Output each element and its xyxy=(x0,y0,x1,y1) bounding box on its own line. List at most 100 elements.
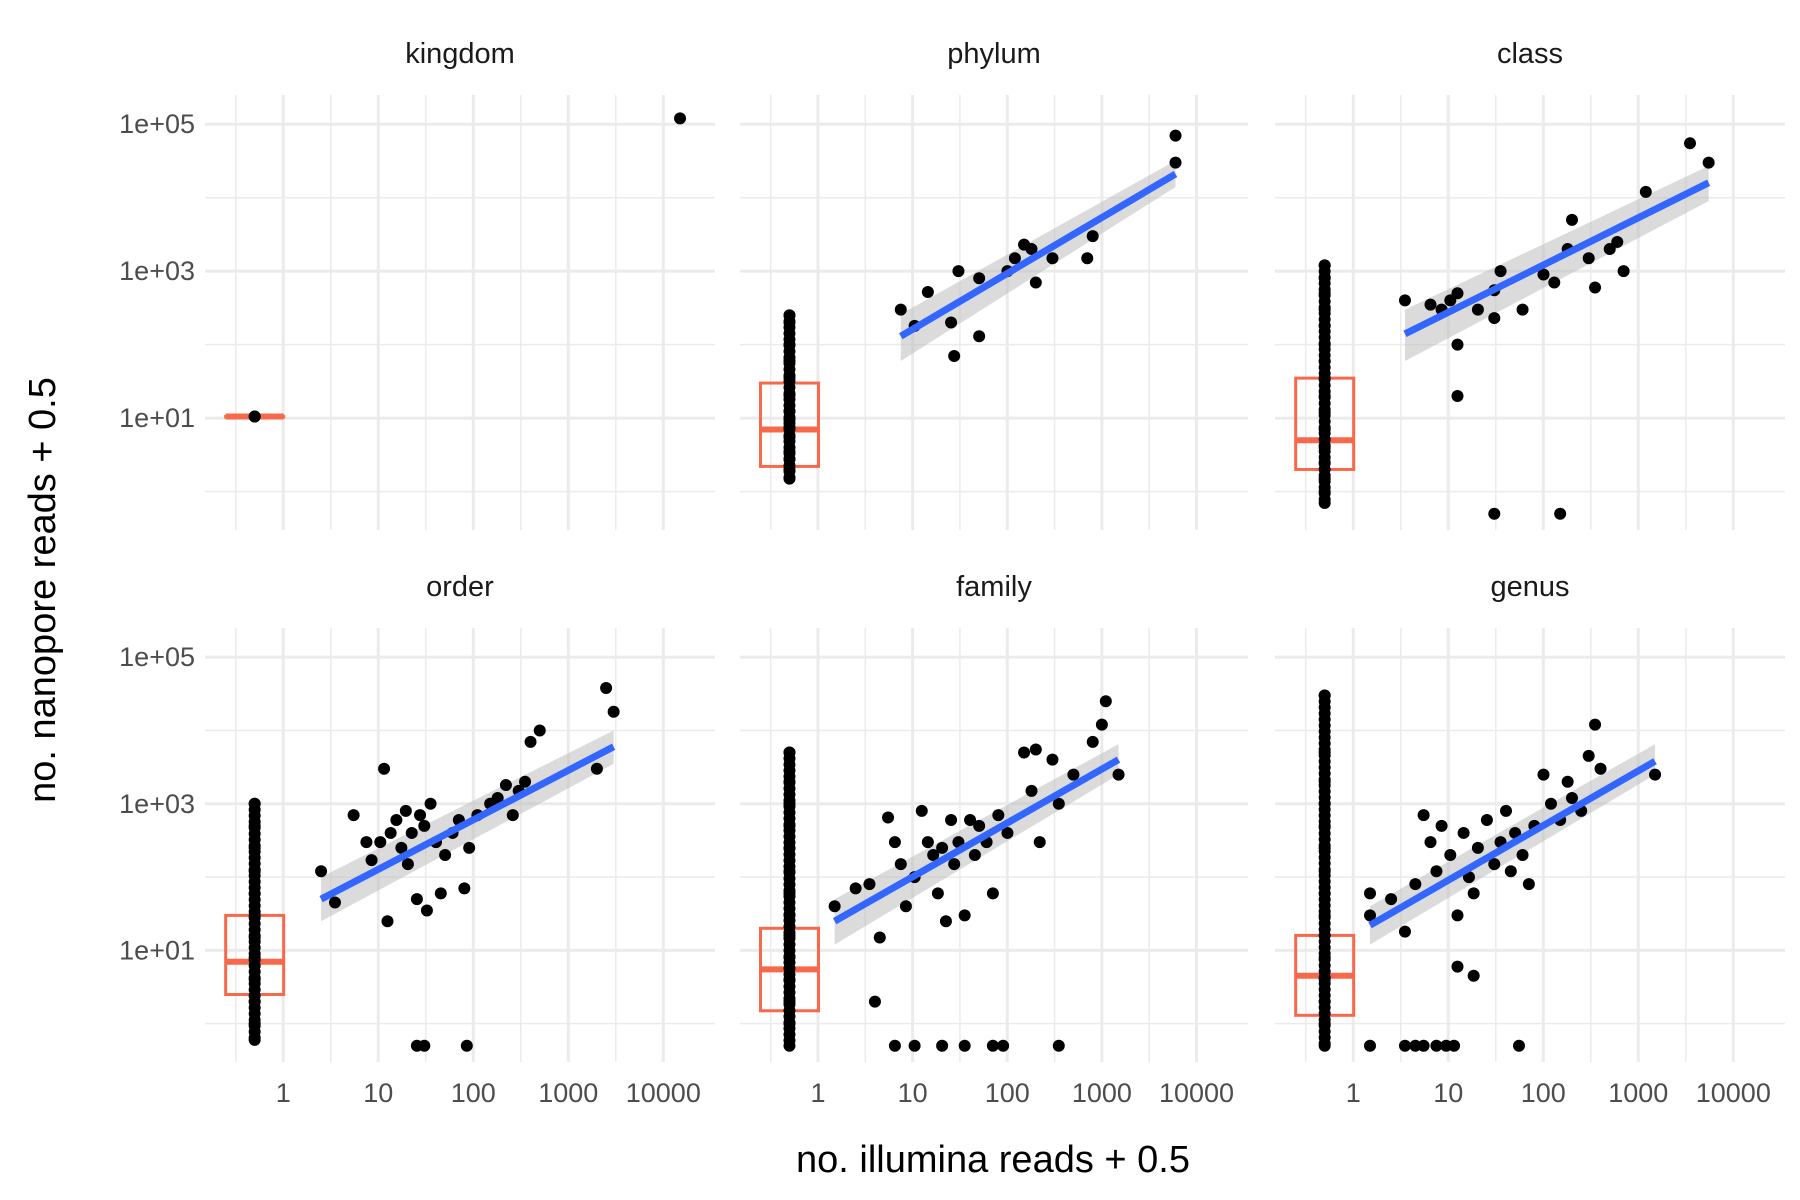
data-point xyxy=(936,1039,949,1052)
data-point xyxy=(420,904,433,917)
x-tick-label: 1 xyxy=(1346,1078,1361,1108)
data-point xyxy=(1099,695,1112,708)
data-point xyxy=(401,858,414,871)
data-point xyxy=(1029,276,1042,289)
data-point xyxy=(1649,768,1662,781)
data-point xyxy=(1398,1039,1411,1052)
data-point xyxy=(945,316,958,329)
data-point xyxy=(1417,1039,1430,1052)
data-point xyxy=(418,1039,431,1052)
x-tick-label: 1000 xyxy=(1072,1078,1132,1108)
data-point xyxy=(1554,507,1567,520)
data-point xyxy=(936,841,949,854)
y-tick-label: 1e+03 xyxy=(119,256,195,286)
data-point xyxy=(600,681,613,694)
x-tick-label: 100 xyxy=(1521,1078,1566,1108)
data-point xyxy=(1516,849,1529,862)
data-point xyxy=(915,804,928,817)
facet-label: family xyxy=(956,571,1032,603)
data-point xyxy=(1594,762,1607,775)
data-point xyxy=(248,410,261,423)
data-point xyxy=(1451,389,1464,402)
data-point xyxy=(828,900,841,913)
data-point xyxy=(1417,809,1430,822)
data-point xyxy=(1512,1039,1525,1052)
zero-illumina-point xyxy=(1318,493,1331,506)
data-point xyxy=(1046,753,1059,766)
data-point xyxy=(1086,735,1099,748)
data-point xyxy=(1467,887,1480,900)
data-point xyxy=(1611,235,1624,248)
facet-label: order xyxy=(426,571,494,603)
data-point xyxy=(347,809,360,822)
zero-illumina-point xyxy=(783,471,796,484)
data-point xyxy=(1537,768,1550,781)
data-point xyxy=(395,841,408,854)
data-point xyxy=(439,849,452,862)
y-tick-label: 1e+03 xyxy=(119,789,195,819)
data-point xyxy=(992,809,1005,822)
confidence-ribbon xyxy=(900,160,1176,361)
data-point xyxy=(1617,265,1630,278)
data-point xyxy=(1364,1039,1377,1052)
data-point xyxy=(997,1039,1010,1052)
x-tick-label: 10000 xyxy=(626,1078,701,1108)
data-point xyxy=(1480,814,1493,827)
data-point xyxy=(1409,878,1422,891)
data-point xyxy=(1471,841,1484,854)
data-point xyxy=(1451,287,1464,300)
data-point xyxy=(968,849,981,862)
data-point xyxy=(927,849,940,862)
data-point xyxy=(491,791,504,804)
data-point xyxy=(1488,507,1501,520)
data-point xyxy=(948,350,961,363)
data-point xyxy=(1025,784,1038,797)
data-point xyxy=(868,995,881,1008)
data-point xyxy=(1639,185,1652,198)
data-point xyxy=(948,858,961,871)
data-point xyxy=(958,1039,971,1052)
data-point xyxy=(1467,969,1480,982)
data-point xyxy=(1095,718,1108,731)
data-point xyxy=(921,836,934,849)
data-point xyxy=(958,909,971,922)
data-point xyxy=(1424,836,1437,849)
data-point xyxy=(1471,303,1484,316)
facet-label: kingdom xyxy=(405,38,515,70)
data-point xyxy=(399,804,412,817)
confidence-ribbon xyxy=(1404,166,1709,361)
data-point xyxy=(899,900,912,913)
data-point xyxy=(1018,746,1031,759)
data-point xyxy=(882,811,895,824)
data-point xyxy=(964,814,977,827)
y-tick-label: 1e+05 xyxy=(119,109,195,139)
data-point xyxy=(390,814,403,827)
data-point xyxy=(1589,281,1602,294)
zero-illumina-point xyxy=(248,1031,261,1044)
panels-layer: kingdom 1e+01 1e+03 1e+05 phylum class order 1e… xyxy=(119,38,1785,1108)
data-point xyxy=(1364,887,1377,900)
data-point xyxy=(952,265,965,278)
panel-family: family 1 10 100 1000 10000 xyxy=(740,571,1248,1108)
regression-line xyxy=(319,743,616,903)
data-point xyxy=(1409,1039,1422,1052)
data-point xyxy=(1398,925,1411,938)
facet-label: genus xyxy=(1490,571,1569,603)
data-point xyxy=(1603,243,1616,256)
data-point xyxy=(506,809,519,822)
data-point xyxy=(1683,137,1696,150)
data-point xyxy=(315,865,328,878)
data-point xyxy=(986,1039,999,1052)
data-point xyxy=(888,836,901,849)
data-point xyxy=(986,887,999,900)
data-point xyxy=(1398,294,1411,307)
data-point xyxy=(674,112,687,125)
data-point xyxy=(1544,797,1557,810)
x-tick-label: 100 xyxy=(451,1078,496,1108)
x-tick-label: 10 xyxy=(363,1078,393,1108)
y-tick-label: 1e+01 xyxy=(119,935,195,965)
data-point xyxy=(973,272,986,285)
data-point xyxy=(458,882,471,895)
data-point xyxy=(1169,129,1182,142)
data-point xyxy=(894,303,907,316)
